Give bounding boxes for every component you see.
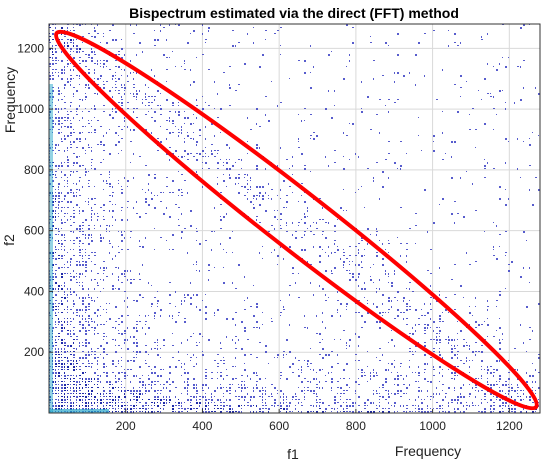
x-tick-label: 200 xyxy=(116,419,136,433)
x-tick-label: 1200 xyxy=(496,419,523,433)
axis-ticks: 200 400 600 800 1000 1200 200 400 600 800 1000 1200 xyxy=(17,41,523,433)
y-axis-annotation: Frequency xyxy=(2,67,18,133)
grid xyxy=(49,24,540,413)
low-freq-band-y xyxy=(49,84,53,413)
y-axis-label: f2 xyxy=(1,234,17,246)
y-tick-label: 1200 xyxy=(17,41,44,55)
x-tick-label: 1000 xyxy=(419,419,446,433)
density-points xyxy=(49,24,540,413)
y-tick-label: 1000 xyxy=(17,102,44,116)
plot-frame xyxy=(48,23,541,414)
highlight-ellipse xyxy=(53,29,539,411)
density-points-strong xyxy=(49,24,537,413)
y-tick-label: 400 xyxy=(24,284,44,298)
y-tick-label: 200 xyxy=(24,345,44,359)
chart-title: Bispectrum estimated via the direct (FFT… xyxy=(129,5,459,21)
x-tick-label: 400 xyxy=(192,419,212,433)
y-tick-label: 600 xyxy=(24,224,44,238)
low-freq-band-x xyxy=(49,409,109,413)
x-axis-annotation: Frequency xyxy=(395,443,461,459)
bispectrum-density xyxy=(49,24,540,413)
x-tick-label: 600 xyxy=(269,419,289,433)
y-tick-label: 800 xyxy=(24,163,44,177)
x-axis-label: f1 xyxy=(287,446,299,462)
x-tick-label: 800 xyxy=(346,419,366,433)
